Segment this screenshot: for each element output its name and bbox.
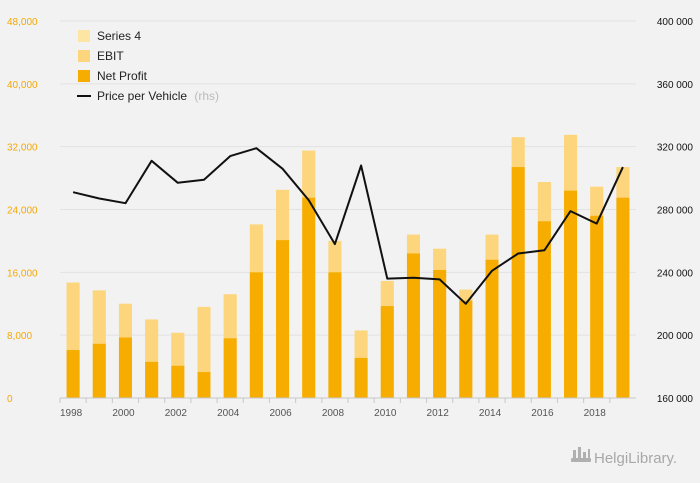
legend-label-price-text: Price per Vehicle xyxy=(97,89,187,103)
bar-net-profit xyxy=(118,337,132,398)
bar-net-profit xyxy=(590,215,604,398)
legend-label-series-4: Series 4 xyxy=(97,29,141,43)
x-axis-tick-label: 2010 xyxy=(374,408,397,419)
right-axis-tick-label: 240 000 xyxy=(657,268,694,279)
bar-net-profit xyxy=(354,357,368,398)
right-axis-tick-label: 320 000 xyxy=(657,143,694,154)
watermark-text: HelgiLibrary. xyxy=(594,450,677,467)
legend-item-net-profit[interactable]: Net Profit xyxy=(78,69,148,83)
bar-net-profit xyxy=(380,306,394,398)
bar-net-profit xyxy=(249,272,263,398)
x-axis-tick-label: 1998 xyxy=(60,408,83,419)
right-axis-tick-label: 160 000 xyxy=(657,394,694,405)
legend-swatch-series-4 xyxy=(78,30,90,42)
bars xyxy=(66,134,630,398)
bar-net-profit xyxy=(145,361,159,398)
left-axis-tick-label: 32,000 xyxy=(7,143,38,154)
bar-net-profit xyxy=(485,259,499,398)
left-axis-tick-label: 0 xyxy=(7,394,13,405)
bar-net-profit xyxy=(92,343,106,398)
legend-label-price-per-vehicle: Price per Vehicle (rhs) xyxy=(97,89,219,103)
helgi-logo-icon xyxy=(571,447,591,462)
bar-net-profit xyxy=(537,221,551,398)
bar-net-profit xyxy=(511,167,525,398)
legend-label-net-profit: Net Profit xyxy=(97,69,148,83)
x-axis-tick-label: 2012 xyxy=(427,408,450,419)
bar-net-profit xyxy=(433,269,447,398)
left-axis-tick-label: 24,000 xyxy=(7,206,38,217)
right-axis-tick-label: 280 000 xyxy=(657,206,694,217)
price-per-vehicle-line xyxy=(72,147,624,305)
right-axis-tick-label: 400 000 xyxy=(657,17,694,28)
price-line-layer xyxy=(72,147,624,305)
left-axis-tick-label: 8,000 xyxy=(7,331,32,342)
legend-label-ebit: EBIT xyxy=(97,49,124,63)
right-axis-tick-label: 200 000 xyxy=(657,331,694,342)
bar-net-profit xyxy=(328,272,342,398)
legend: Series 4 EBIT Net Profit Price per Vehic… xyxy=(77,29,219,103)
legend-item-price-per-vehicle[interactable]: Price per Vehicle (rhs) xyxy=(77,89,219,103)
x-axis-tick-label: 2008 xyxy=(322,408,345,419)
x-axis-tick-label: 2006 xyxy=(269,408,292,419)
bar-net-profit xyxy=(197,372,211,398)
bar-net-profit xyxy=(223,338,237,398)
x-axis-tick-label: 2014 xyxy=(479,408,502,419)
left-axis-tick-label: 16,000 xyxy=(7,268,38,279)
legend-swatch-ebit xyxy=(78,50,90,62)
x-axis: 1998 2000 2002 2004 2006 2008 2010 2012 2014 2016… xyxy=(59,397,636,419)
bar-net-profit xyxy=(171,365,185,398)
bar-net-profit xyxy=(564,190,578,398)
bar-net-profit xyxy=(276,240,290,398)
bar-net-profit xyxy=(459,300,473,398)
bar-net-profit xyxy=(406,253,420,398)
right-axis: 160 000 200 000 240 000 280 000 320 000 360 0… xyxy=(657,17,694,405)
x-axis-tick-label: 2004 xyxy=(217,408,240,419)
bar-net-profit xyxy=(302,197,316,398)
x-axis-tick-label: 2000 xyxy=(112,408,135,419)
right-axis-tick-label: 360 000 xyxy=(657,80,694,91)
legend-item-series-4[interactable]: Series 4 xyxy=(78,29,141,43)
bar-net-profit xyxy=(616,197,630,398)
bar-net-profit xyxy=(66,350,80,398)
x-axis-tick-label: 2002 xyxy=(165,408,188,419)
x-axis-tick-label: 2016 xyxy=(531,408,554,419)
left-axis-tick-label: 48,000 xyxy=(7,17,38,28)
legend-item-ebit[interactable]: EBIT xyxy=(78,49,124,63)
legend-swatch-net-profit xyxy=(78,70,90,82)
left-axis-tick-label: 40,000 xyxy=(7,80,38,91)
helgi-library-watermark: HelgiLibrary. xyxy=(571,447,677,467)
legend-label-rhs-suffix: (rhs) xyxy=(194,89,219,103)
left-axis: 0 8,000 16,000 24,000 32,000 40,000 48,000 xyxy=(7,17,38,405)
x-axis-tick-label: 2018 xyxy=(584,408,607,419)
